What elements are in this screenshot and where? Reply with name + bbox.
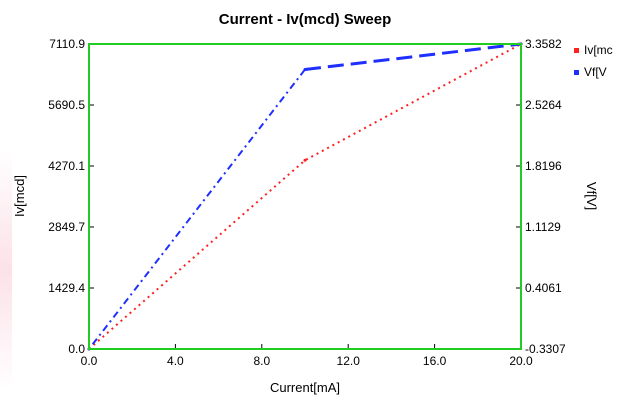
series-line-1-segment <box>88 68 306 350</box>
legend-swatch-1 <box>574 70 579 75</box>
series-line-1-segment <box>304 42 522 71</box>
series-layer <box>87 42 523 351</box>
y-tick-label-left: 5690.5 <box>48 98 85 112</box>
y-tick-label-left: 2849.7 <box>48 220 85 234</box>
y-tick-label-right: 1.1129 <box>525 220 561 234</box>
y-tick-label-left: 7110.9 <box>49 37 85 51</box>
y-tick-label-right: 3.3582 <box>525 37 562 51</box>
series-point-0 <box>303 158 307 162</box>
y-tick-label-right: 1.8196 <box>525 159 562 173</box>
series-line-0 <box>88 43 522 350</box>
y-tick-label-right: 2.5264 <box>525 98 562 112</box>
y-tick-label-right: -0.3307 <box>525 342 566 356</box>
legend-swatch-0 <box>574 48 579 53</box>
chart-title: Current - Iv(mcd) Sweep <box>219 11 392 28</box>
plot-frame <box>88 43 522 350</box>
y-axis-label-right: Vf[V] <box>584 182 599 210</box>
x-axis-label: Current[mA] <box>270 380 340 395</box>
y-tick-label-left: 4270.1 <box>48 159 85 173</box>
x-tick-label: 4.0 <box>167 354 184 368</box>
x-tick-label: 20.0 <box>509 354 533 368</box>
legend-label-1: Vf[V <box>584 65 607 79</box>
x-tick-label: 12.0 <box>337 354 361 368</box>
legend: Iv[mc Vf[V <box>574 43 613 79</box>
tick-layer: 0.0 4.0 8.0 12.0 16.0 20.0 0.0 1429.4 2849.7 4270… <box>48 37 566 368</box>
y-tick-label-right: 0.4061 <box>525 281 562 295</box>
series-point-1 <box>303 67 307 71</box>
x-tick-label: 8.0 <box>253 354 270 368</box>
x-tick-label: 0.0 <box>81 354 98 368</box>
y-axis-label-left: Iv[mcd] <box>12 175 27 217</box>
x-tick-label: 16.0 <box>423 354 447 368</box>
watermark-strip <box>0 150 12 390</box>
legend-label-0: Iv[mc <box>584 43 613 57</box>
y-tick-label-left: 1429.4 <box>48 281 85 295</box>
y-tick-label-left: 0.0 <box>68 342 85 356</box>
